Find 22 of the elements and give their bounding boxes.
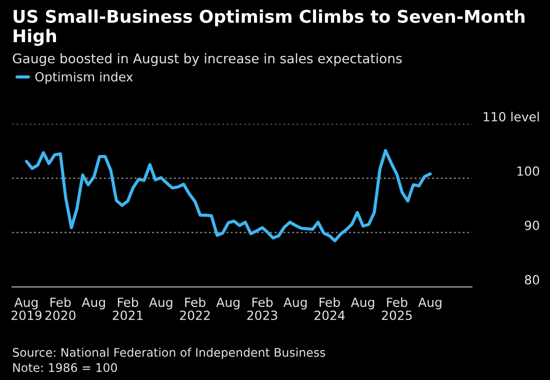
- x-tick-label: Feb 2024: [314, 297, 345, 320]
- source-note: Source: National Federation of Independent Business: [12, 348, 326, 360]
- x-tick-label: Aug: [149, 298, 172, 310]
- y-tick-label: 80: [524, 275, 540, 284]
- legend-label: Optimism index: [35, 72, 133, 84]
- x-tick-label: Aug: [350, 298, 374, 310]
- chart-title: US Small-Business Optimism Climbs to Seven-Month High: [14, 10, 524, 46]
- x-tick-label: Feb 2023: [247, 297, 278, 320]
- text: Note: 1986 = 100: [13, 363, 117, 372]
- x-tick-label: Aug: [82, 298, 105, 310]
- x-tick-label: Aug: [216, 298, 240, 310]
- x-tick-label: Feb 2020: [45, 297, 76, 320]
- y-tick-label: 90: [524, 220, 540, 230]
- x-tick-label: Aug: [418, 298, 442, 310]
- x-tick-label: Aug: [284, 298, 307, 310]
- x-tick-label: Aug 2019: [11, 298, 42, 320]
- y-tick-label: 100: [517, 166, 540, 176]
- x-tick-label: Feb 2021: [112, 297, 143, 320]
- x-tick-label: Feb 2025: [382, 297, 412, 320]
- y-tick-label: 110 level: [484, 112, 539, 122]
- x-tick-label: Feb 2022: [180, 297, 210, 320]
- chart-subtitle: Gauge boosted in August by increase in sales expectations: [12, 53, 402, 66]
